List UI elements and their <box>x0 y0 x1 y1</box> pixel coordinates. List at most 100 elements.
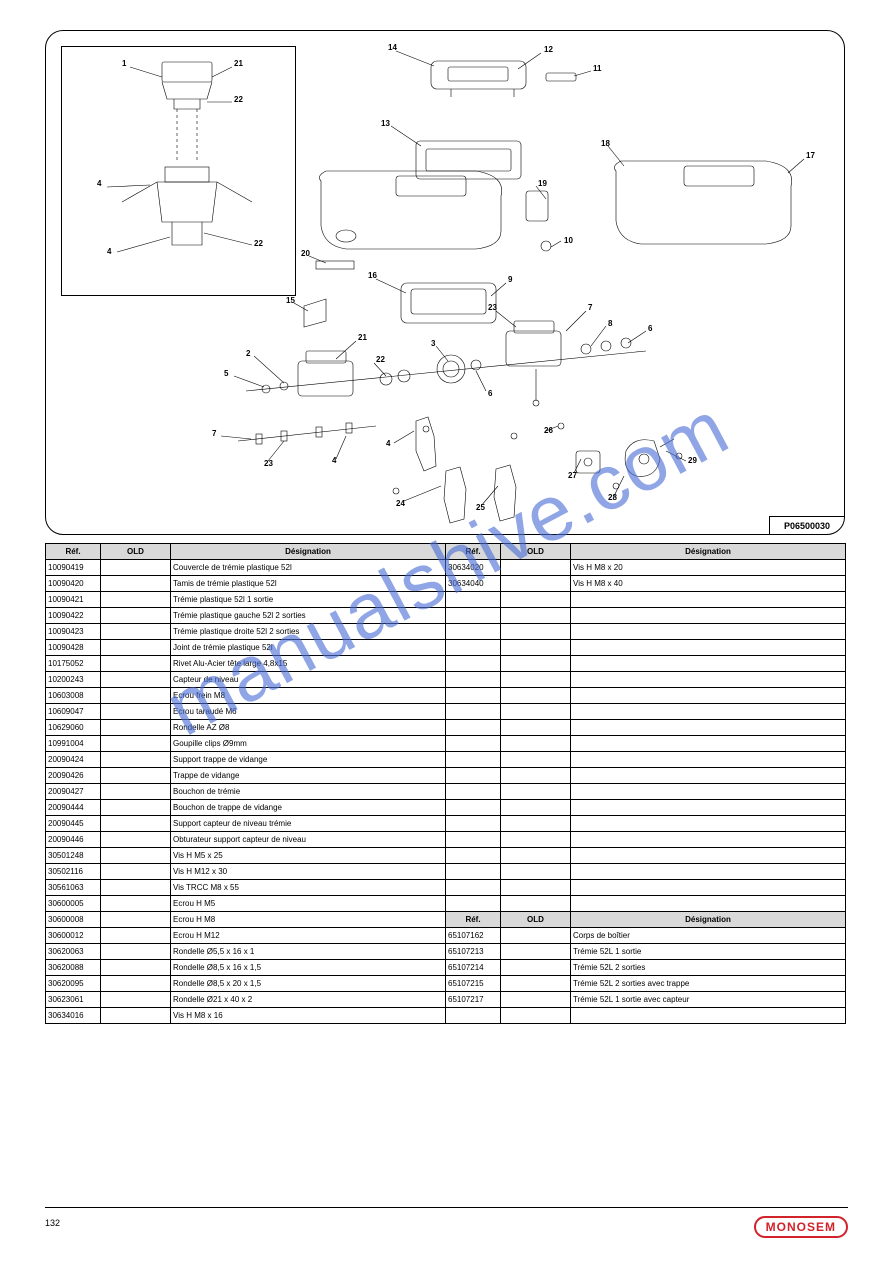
cell <box>101 880 171 896</box>
cell <box>446 864 501 880</box>
table-row: 20090446Obturateur support capteur de ni… <box>46 832 846 848</box>
cell <box>446 832 501 848</box>
cell: 30623061 <box>46 992 101 1008</box>
cell: Vis H M5 x 25 <box>171 848 446 864</box>
cell <box>101 608 171 624</box>
callout: 13 <box>381 119 390 128</box>
callout: 22 <box>376 355 385 364</box>
cell: 10090420 <box>46 576 101 592</box>
table-row: 10090421 Trémie plastique 52l 1 sortie <box>46 592 846 608</box>
callout: 18 <box>601 139 610 148</box>
cell: 30600012 <box>46 928 101 944</box>
cell <box>571 752 846 768</box>
cell: 30634016 <box>46 1008 101 1024</box>
cell <box>501 848 571 864</box>
cell: Ecrou frein M8 <box>171 688 446 704</box>
cell <box>501 896 571 912</box>
cell: Vis H M8 x 16 <box>171 1008 446 1024</box>
cell: 10090422 <box>46 608 101 624</box>
cell: Vis H M8 x 40 <box>571 576 846 592</box>
table-row: 30634016 Vis H M8 x 16 <box>46 1008 846 1024</box>
cell: Rondelle AZ Ø8 <box>171 720 446 736</box>
cell <box>446 656 501 672</box>
cell <box>501 688 571 704</box>
cell: 30600005 <box>46 896 101 912</box>
cell <box>446 608 501 624</box>
cell <box>446 800 501 816</box>
cell <box>101 560 171 576</box>
cell <box>101 816 171 832</box>
cell <box>101 1008 171 1024</box>
cell: 65107215 <box>446 976 501 992</box>
table-row: 20090445Support capteur de niveau trémie <box>46 816 846 832</box>
callout: 6 <box>488 389 492 398</box>
cell: Ecrou H M12 <box>171 928 446 944</box>
callout: 14 <box>388 43 397 52</box>
cell <box>101 592 171 608</box>
cell: Trémie 52L 2 sorties avec trappe <box>571 976 846 992</box>
cell <box>501 960 571 976</box>
page-number: 132 <box>45 1218 60 1228</box>
sub-header-cell: Désignation <box>571 912 846 928</box>
parts-table: Réf. OLD Désignation Réf. OLD Désignatio… <box>45 543 846 1024</box>
cell <box>571 640 846 656</box>
col-desig: Désignation <box>571 544 846 560</box>
cell <box>571 848 846 864</box>
cell: Trémie 52L 1 sortie <box>571 944 846 960</box>
cell: Obturateur support capteur de niveau <box>171 832 446 848</box>
cell: Vis H M12 x 30 <box>171 864 446 880</box>
cell <box>101 736 171 752</box>
cell <box>101 752 171 768</box>
table-row: 20090426Trappe de vidange <box>46 768 846 784</box>
cell: Vis TRCC M8 x 55 <box>171 880 446 896</box>
cell <box>571 864 846 880</box>
cell <box>501 624 571 640</box>
cell <box>446 752 501 768</box>
cell <box>571 704 846 720</box>
cell <box>446 720 501 736</box>
drawing-id-label: P06500030 <box>769 516 844 534</box>
table-row: 30501248Vis H M5 x 25 <box>46 848 846 864</box>
table-row: 10175052Rivet Alu-Acier tête large 4,8x1… <box>46 656 846 672</box>
cell <box>501 944 571 960</box>
cell: 10090421 <box>46 592 101 608</box>
cell: 65107213 <box>446 944 501 960</box>
cell <box>501 816 571 832</box>
callout: 26 <box>544 426 553 435</box>
cell: 30502116 <box>46 864 101 880</box>
cell <box>501 800 571 816</box>
cell: 30634040 <box>446 576 501 592</box>
cell <box>571 672 846 688</box>
cell <box>571 624 846 640</box>
table-row: 20090444Bouchon de trappe de vidange <box>46 800 846 816</box>
cell <box>101 720 171 736</box>
table-row: 30620063Rondelle Ø5,5 x 16 x 165107213Tr… <box>46 944 846 960</box>
callout: 7 <box>588 303 592 312</box>
cell: 20090426 <box>46 768 101 784</box>
cell <box>501 560 571 576</box>
cell <box>501 672 571 688</box>
cell: 10629060 <box>46 720 101 736</box>
table-row: 20090424Support trappe de vidange <box>46 752 846 768</box>
footer-rule <box>45 1207 848 1208</box>
callout: 20 <box>301 249 310 258</box>
cell: 65107214 <box>446 960 501 976</box>
table-row: 20090427Bouchon de trémie <box>46 784 846 800</box>
table-row: 30502116 Vis H M12 x 30 <box>46 864 846 880</box>
brand-logo: MONOSEM <box>754 1216 848 1238</box>
cell <box>101 688 171 704</box>
cell: Trémie plastique 52l 1 sortie <box>171 592 446 608</box>
cell: 65107217 <box>446 992 501 1008</box>
cell <box>501 608 571 624</box>
col-old: OLD <box>501 544 571 560</box>
table-row: 10090428Joint de trémie plastique 52l <box>46 640 846 656</box>
exploded-view <box>46 31 846 536</box>
cell: Trémie plastique gauche 52l 2 sorties <box>171 608 446 624</box>
callout: 23 <box>488 303 497 312</box>
cell: Corps de boîtier <box>571 928 846 944</box>
cell: Ecrou taraudé M6 <box>171 704 446 720</box>
cell <box>446 1008 501 1024</box>
cell <box>571 896 846 912</box>
cell: Tamis de trémie plastique 52l <box>171 576 446 592</box>
cell <box>101 960 171 976</box>
